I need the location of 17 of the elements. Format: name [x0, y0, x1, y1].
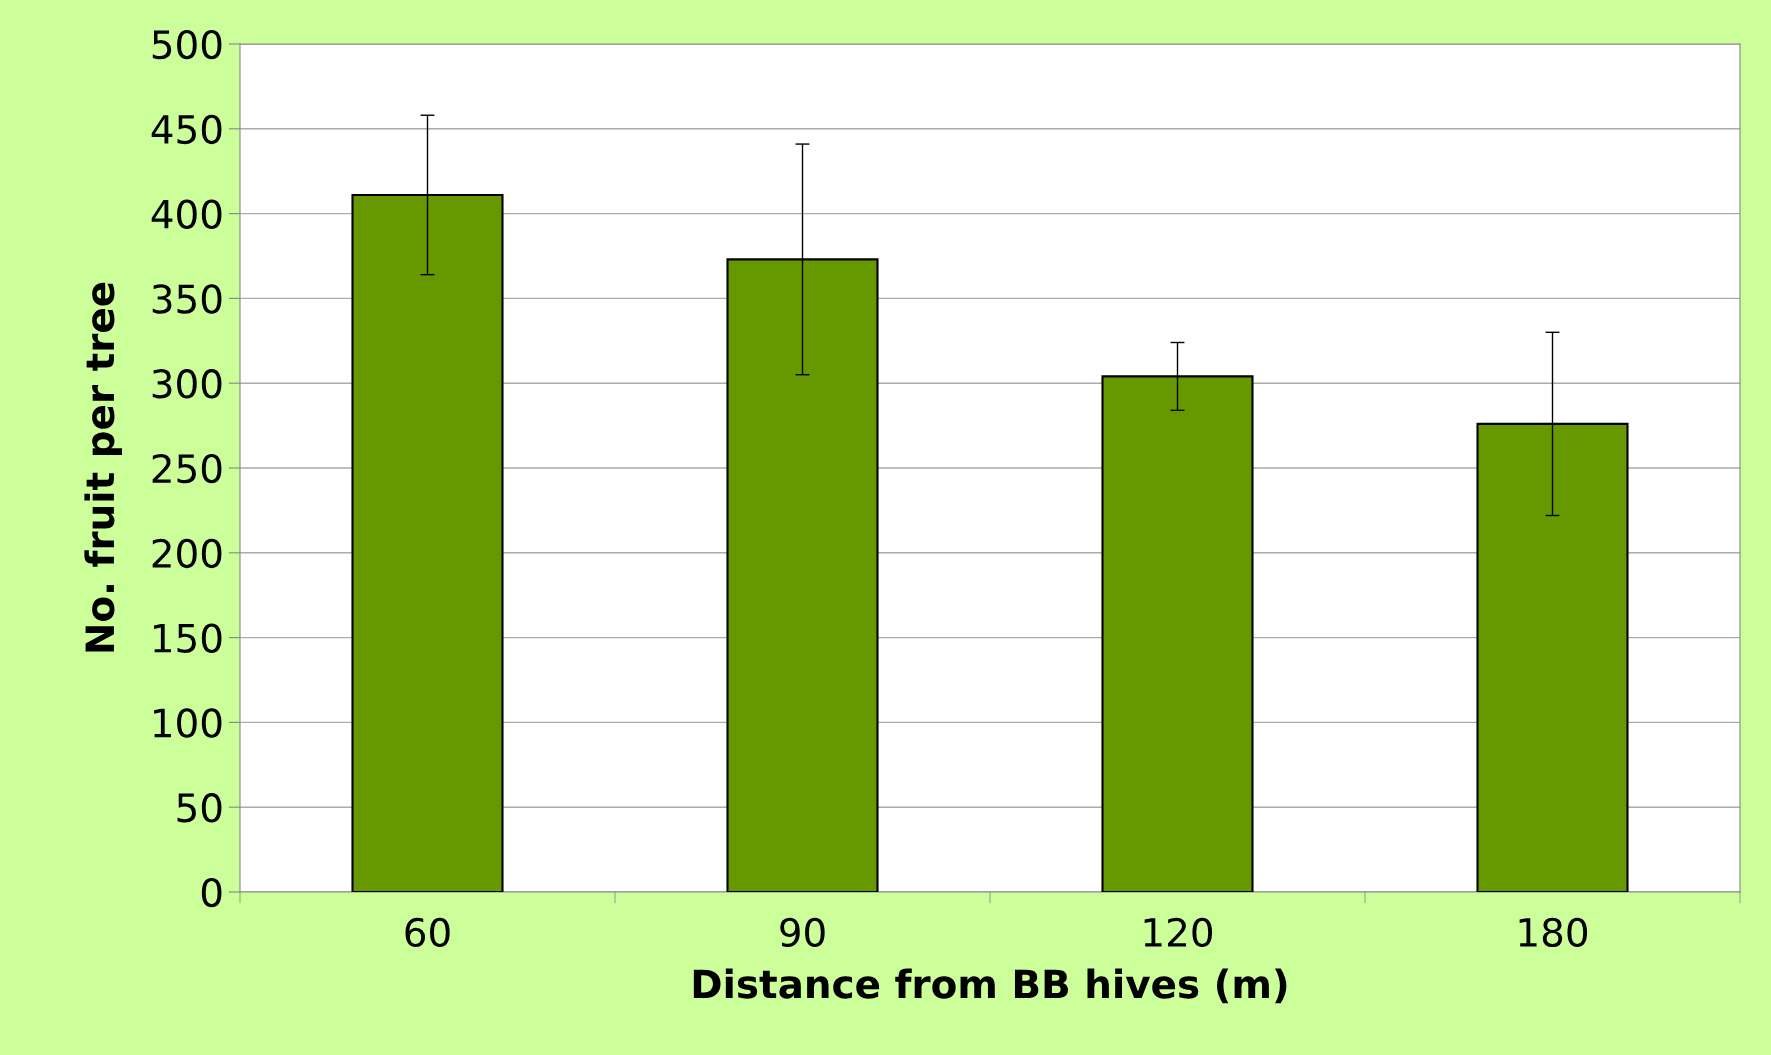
y-tick-label: 150 [154, 623, 222, 653]
y-tick-label: 500 [152, 29, 222, 60]
y-tick-label: 0 [201, 877, 222, 908]
x-tick-label: 180 [1519, 917, 1588, 948]
x-tick-label: 90 [780, 917, 825, 948]
y-tick-label: 100 [154, 708, 222, 738]
y-tick-label: 50 [177, 793, 222, 823]
y-tick-label: 450 [151, 114, 222, 145]
x-axis-title: Distance from BB hives (m) [693, 968, 1287, 1004]
y-tick-label: 400 [151, 199, 222, 229]
y-tick-label: 300 [152, 369, 222, 399]
y-axis-title: No. fruit per tree [84, 282, 123, 652]
y-tick-label: 250 [152, 453, 222, 484]
y-tick-label: 350 [152, 284, 222, 314]
y-tick-label: 200 [152, 538, 222, 569]
x-tick-label: 120 [1144, 917, 1213, 948]
x-tick-label: 60 [405, 917, 450, 948]
